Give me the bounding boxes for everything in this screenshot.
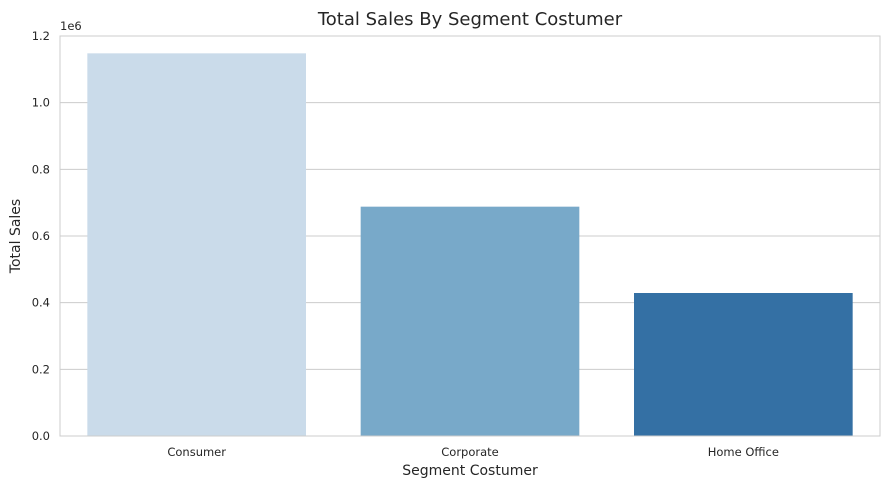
bar-home-office <box>634 293 853 436</box>
bars <box>87 53 853 436</box>
chart-title: Total Sales By Segment Costumer <box>317 9 623 30</box>
plot-frame <box>59 35 881 437</box>
y-tick-label: 0.8 <box>32 162 50 176</box>
bar-corporate <box>360 206 580 436</box>
y-tick-label: 0.0 <box>32 429 50 443</box>
x-tick-label: Consumer <box>167 445 226 459</box>
y-tick-label: 0.2 <box>32 362 50 376</box>
plot-border <box>59 35 881 437</box>
y-tick-label: 0.4 <box>32 296 50 310</box>
x-tick-label: Corporate <box>441 445 499 459</box>
y-axis-offset-label: 1e6 <box>60 19 82 33</box>
y-tick-label: 0.6 <box>32 229 50 243</box>
bar-consumer <box>87 53 306 436</box>
y-axis-label: Total Sales <box>8 199 24 274</box>
y-tick-label: 1.2 <box>32 29 50 43</box>
y-tick-label: 1.0 <box>32 96 50 110</box>
x-axis-label: Segment Costumer <box>402 463 538 479</box>
y-tick-labels: 0.0 0.2 0.4 0.6 0.8 1.0 1.2 <box>32 29 50 443</box>
x-tick-labels: Consumer Corporate Home Office <box>167 445 779 459</box>
x-tick-label: Home Office <box>708 445 779 459</box>
